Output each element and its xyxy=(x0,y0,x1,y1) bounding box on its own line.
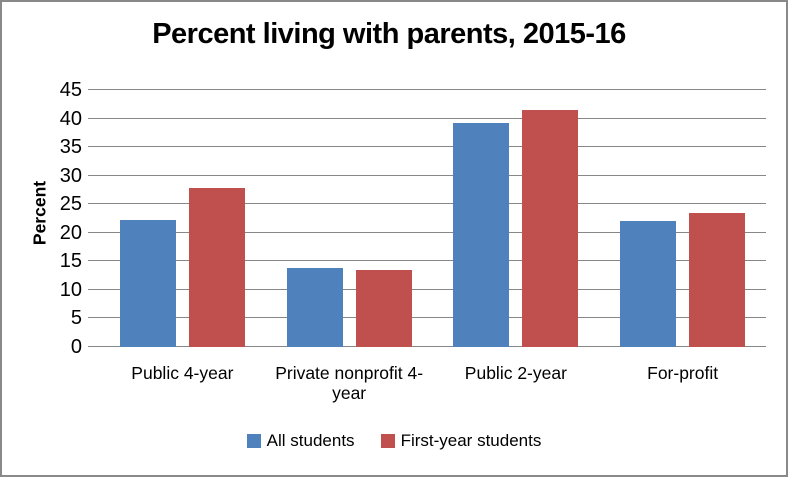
bar-group xyxy=(433,89,600,347)
y-tick-label: 30 xyxy=(59,164,82,187)
gridline xyxy=(88,203,766,204)
bar-group xyxy=(599,89,766,347)
legend-label: All students xyxy=(266,431,355,450)
legend-item: All students xyxy=(246,431,355,451)
bar xyxy=(355,270,412,347)
gridline xyxy=(88,317,766,318)
x-axis-label: Private nonprofit 4-year xyxy=(275,363,424,403)
legend-swatch xyxy=(246,434,261,448)
plot-area xyxy=(88,89,766,347)
bar xyxy=(522,110,579,347)
y-axis-tick-labels: 45 40 35 30 25 20 15 10 5 0 xyxy=(42,80,82,357)
legend-swatch xyxy=(380,434,395,448)
chart-title: Percent living with parents, 2015-16 xyxy=(152,18,626,50)
gridline xyxy=(88,346,766,347)
bar xyxy=(286,268,343,347)
x-axis-label: Public 4-year xyxy=(131,363,234,383)
legend: All students First-year students xyxy=(2,431,786,451)
y-tick-label: 5 xyxy=(70,306,82,329)
y-tick-label: 0 xyxy=(70,335,82,358)
bar xyxy=(689,212,746,347)
bar xyxy=(188,188,245,347)
x-axis-label: For-profit xyxy=(647,363,719,383)
y-tick-label: 15 xyxy=(59,249,82,272)
bar xyxy=(453,123,510,347)
y-tick-label: 25 xyxy=(59,192,82,215)
gridline xyxy=(88,89,766,90)
bar xyxy=(119,219,176,347)
y-tick-label: 20 xyxy=(59,221,82,244)
y-tick-label: 40 xyxy=(59,107,82,130)
bar-group xyxy=(266,89,433,347)
gridline xyxy=(88,232,766,233)
y-tick-label: 35 xyxy=(59,135,82,158)
gridline xyxy=(88,146,766,147)
bar xyxy=(620,221,677,347)
gridline xyxy=(88,260,766,261)
legend-item: First-year students xyxy=(380,431,542,451)
bar-groups xyxy=(99,89,766,347)
y-tick-label: 45 xyxy=(59,78,82,101)
gridline xyxy=(88,175,766,176)
gridline xyxy=(88,118,766,119)
legend-label: First-year students xyxy=(400,431,542,450)
gridline xyxy=(88,289,766,290)
y-tick-label: 10 xyxy=(59,278,82,301)
x-axis-labels: Public 4-year Private nonprofit 4-year Pub… xyxy=(99,363,766,403)
x-axis-label: Public 2-year xyxy=(464,363,567,383)
bar-group xyxy=(99,89,266,347)
